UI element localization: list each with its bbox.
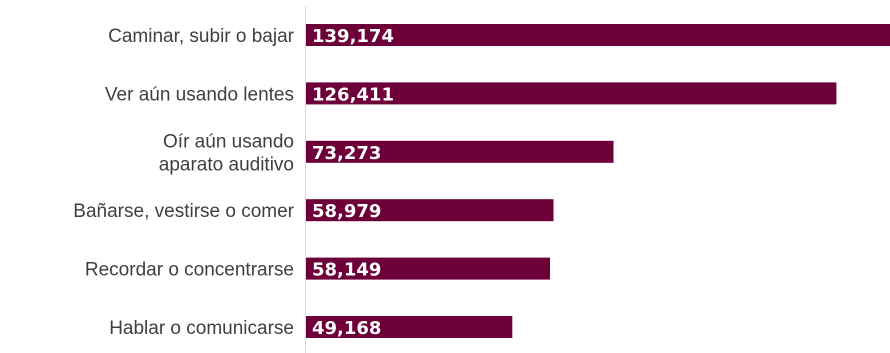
category-label-6-line-1: Hablar o comunicarse [109, 318, 294, 339]
category-label-5-line-1: Recordar o concentrarse [85, 260, 294, 281]
category-label-3-line-2: aparato auditivo [159, 154, 294, 175]
bar-4 [306, 199, 554, 222]
data-label-3: 73,273 [312, 143, 381, 164]
category-label-1-line-1: Caminar, subir o bajar [108, 26, 295, 47]
category-label-3: Oír aún usando aparato auditivo [159, 131, 294, 175]
bar-3 [306, 140, 614, 163]
category-labels-group: Caminar, subir o bajar Ver aún usando len… [73, 26, 294, 339]
data-label-1: 139,174 [312, 26, 394, 47]
category-label-6: Hablar o comunicarse [109, 318, 294, 339]
data-label-5: 58,149 [312, 260, 381, 281]
category-label-4-line-1: Bañarse, vestirse o comer [73, 201, 294, 222]
bars-group [306, 24, 890, 338]
category-label-1: Caminar, subir o bajar [108, 26, 295, 47]
data-label-4: 58,979 [312, 201, 381, 222]
category-label-2-line-1: Ver aún usando lentes [105, 84, 294, 105]
data-label-6: 49,168 [312, 318, 381, 339]
category-label-5: Recordar o concentrarse [85, 260, 294, 281]
data-labels-group: 139,174 126,411 73,273 58,979 58,149 49,168 [312, 26, 394, 339]
category-label-4: Bañarse, vestirse o comer [73, 201, 294, 222]
category-label-3-line-1: Oír aún usando [163, 131, 294, 152]
data-label-2: 126,411 [312, 84, 394, 105]
bar-2 [306, 82, 837, 105]
bar-5 [306, 257, 550, 280]
bar-6 [306, 316, 513, 338]
bar-1 [306, 24, 890, 46]
category-label-2: Ver aún usando lentes [105, 84, 294, 105]
